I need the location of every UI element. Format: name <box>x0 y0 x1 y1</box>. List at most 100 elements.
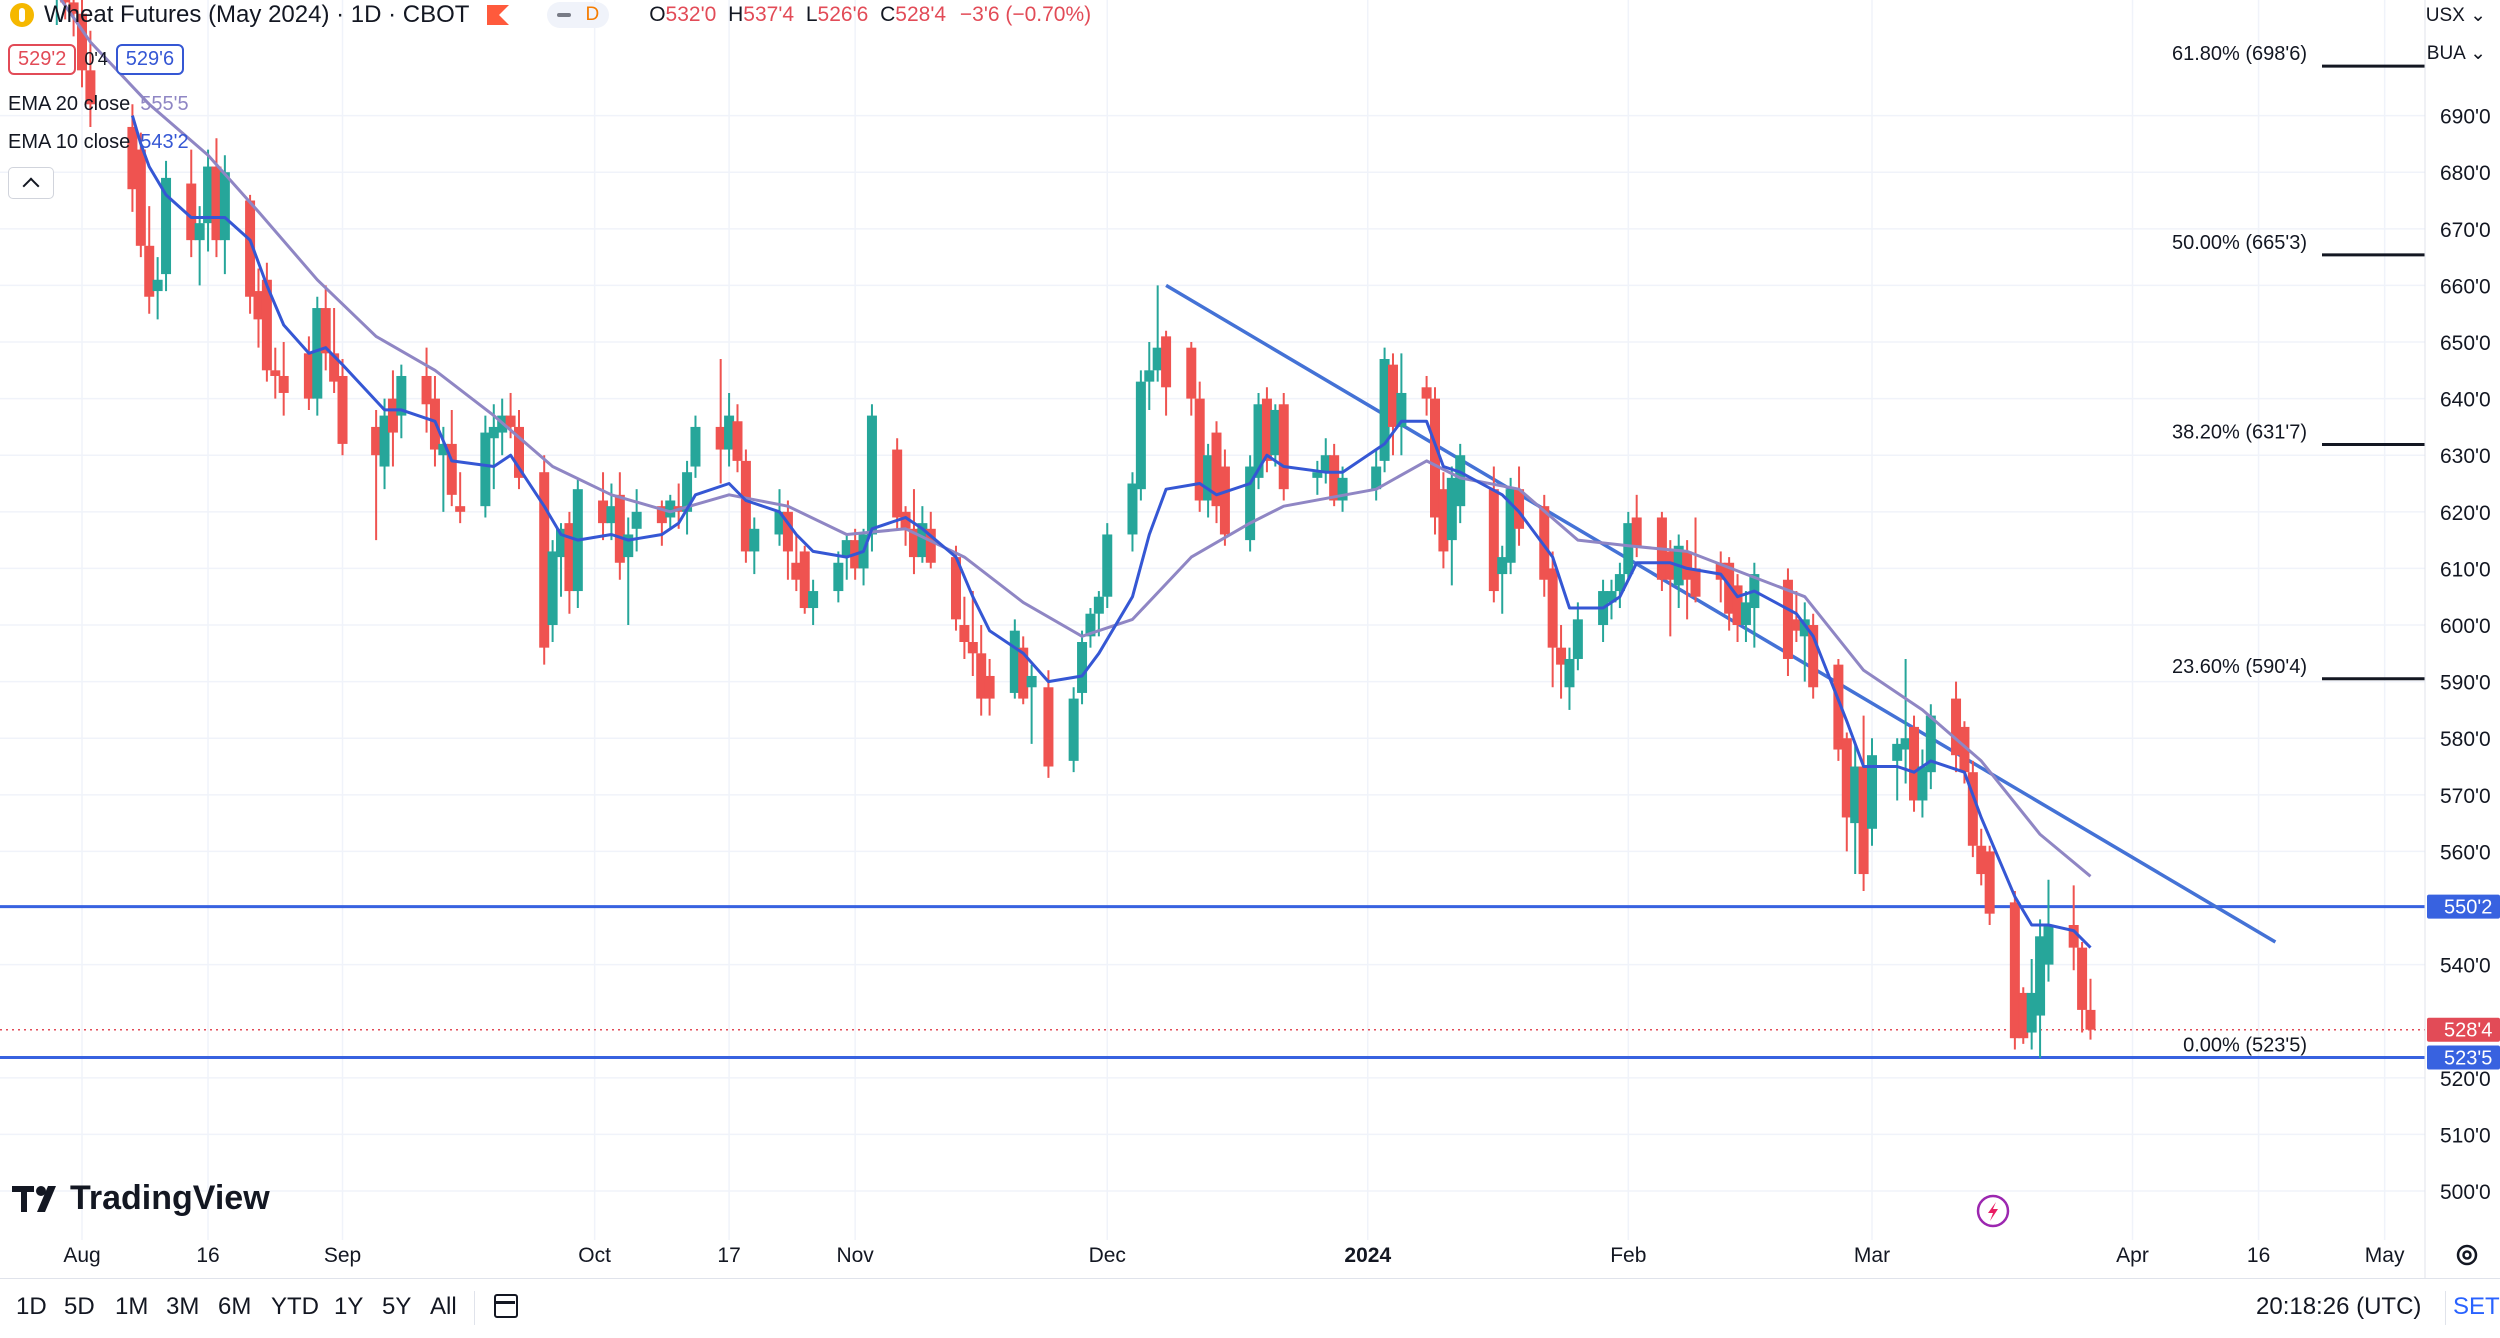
calendar-goto-icon[interactable] <box>494 1294 518 1318</box>
candle <box>261 262 272 382</box>
candle-body <box>682 472 693 512</box>
candle <box>1102 523 1113 609</box>
candle <box>1858 715 1869 892</box>
candle-body <box>253 291 264 320</box>
candle-body <box>1438 489 1449 552</box>
candle <box>2018 987 2029 1044</box>
open-value: 532'0 <box>665 3 717 26</box>
symbol-logo-icon[interactable] <box>10 3 34 27</box>
candle-body <box>152 279 163 292</box>
candle <box>1421 375 1432 416</box>
candle-body <box>1547 568 1558 648</box>
range-3m[interactable]: 3M <box>166 1293 200 1320</box>
range-1d[interactable]: 1D <box>16 1293 47 1320</box>
ema10-legend[interactable]: EMA 10 close 543'2 <box>8 131 189 154</box>
range-1y[interactable]: 1Y <box>334 1293 364 1320</box>
currency-selector[interactable]: USX ⌄ <box>2426 4 2486 27</box>
candle <box>1732 574 1743 642</box>
candle <box>1312 460 1323 495</box>
x-tick-label: Nov <box>836 1244 874 1267</box>
candle <box>1152 285 1163 382</box>
candle <box>455 472 466 524</box>
market-status-pill[interactable]: D <box>547 2 610 28</box>
candle <box>379 398 390 490</box>
candle <box>1068 687 1079 773</box>
x-tick-label: Dec <box>1089 1244 1126 1267</box>
candle-body <box>614 494 625 563</box>
candle <box>682 460 693 535</box>
settlement-toggle[interactable]: SET <box>2453 1293 2500 1320</box>
candle <box>144 206 155 314</box>
ema20-legend[interactable]: EMA 20 close 555'5 <box>8 93 189 116</box>
range-5y[interactable]: 5Y <box>382 1293 412 1320</box>
candle-body <box>1959 726 1970 773</box>
candle <box>1077 630 1088 705</box>
candle-body <box>337 375 348 444</box>
range-5d[interactable]: 5D <box>64 1293 95 1320</box>
price-tag-bg <box>2427 1017 2500 1042</box>
candle-body <box>1808 625 1819 688</box>
open-label: O <box>649 3 666 26</box>
candle-body <box>1329 455 1340 501</box>
candle <box>1026 664 1037 744</box>
flag-icon[interactable] <box>487 5 510 25</box>
x-tick-label: Feb <box>1610 1244 1646 1267</box>
y-tick-label: 600'0 <box>2440 615 2491 638</box>
candle-body <box>303 353 314 399</box>
candle-body <box>2085 1009 2096 1030</box>
range-ytd[interactable]: YTD <box>271 1293 319 1320</box>
candle-body <box>631 511 642 529</box>
candle <box>2035 919 2046 1059</box>
candle <box>917 506 928 563</box>
candle <box>1791 591 1802 642</box>
candle-body <box>908 528 919 558</box>
candle <box>513 409 524 490</box>
collapse-legend-button[interactable] <box>8 167 54 199</box>
high-label: H <box>728 3 744 26</box>
x-tick-label: Apr <box>2116 1244 2149 1267</box>
high-value: 537'4 <box>743 3 795 26</box>
unit-selector[interactable]: BUA ⌄ <box>2427 42 2486 65</box>
x-tick-label: 17 <box>717 1244 740 1267</box>
lightning-icon[interactable] <box>1976 1194 2010 1228</box>
candle-body <box>85 70 96 105</box>
settings-gear-icon[interactable] <box>2456 1244 2478 1266</box>
candle-body <box>724 415 735 450</box>
trendline-layer[interactable] <box>1165 283 2277 944</box>
candle-body <box>950 557 961 620</box>
symbol-title[interactable]: Wheat Futures (May 2024) · 1D · CBOT <box>44 1 470 28</box>
price-tag-label: 528'4 <box>2444 1020 2492 1042</box>
candle <box>2009 891 2020 1050</box>
price-axis[interactable]: 690'0 680'0 670'0 660'0 650'0 640'0 630'0 620'0… <box>2424 0 2491 1278</box>
candle-body <box>1278 404 1289 490</box>
candle <box>1556 625 1567 699</box>
candle <box>2026 958 2037 1050</box>
candle <box>2077 941 2088 1033</box>
y-tick-label: 640'0 <box>2440 389 2491 412</box>
candle <box>270 347 281 399</box>
candle <box>833 551 844 603</box>
candle-body <box>1152 347 1163 371</box>
time-axis[interactable]: Aug 16 Sep Oct 17 Nov Dec 2024 Feb Mar Apr 16 May <box>63 1244 2405 1267</box>
fib-level-label: 50.00% (665'3) <box>2172 232 2307 254</box>
candle <box>1396 353 1407 456</box>
candle-body <box>1446 477 1457 541</box>
ohlc-values: O532'0 H537'4 L526'6 C528'4 −3'6 (−0.70%… <box>649 3 1091 27</box>
range-1m[interactable]: 1M <box>115 1293 149 1320</box>
ema-lines <box>59 0 2092 949</box>
ema10-value: 543'2 <box>140 131 189 153</box>
candle <box>68 0 79 37</box>
buy-button[interactable]: 529'6 <box>115 44 185 75</box>
x-tick-label: 16 <box>196 1244 219 1267</box>
price-chart[interactable]: 61.80% (698'6) 50.00% (665'3) 38.20% (631'… <box>0 0 2500 1278</box>
candle-body <box>421 375 432 405</box>
spread-value: 0'4 <box>84 49 108 69</box>
trendline[interactable] <box>1165 283 2277 944</box>
candle <box>1505 477 1516 575</box>
candle <box>1203 443 1214 518</box>
clock-display[interactable]: 20:18:26 (UTC) <box>2256 1293 2422 1320</box>
range-all[interactable]: All <box>430 1293 457 1320</box>
candle <box>1379 347 1390 473</box>
sell-button[interactable]: 529'2 <box>8 44 77 75</box>
range-6m[interactable]: 6M <box>218 1293 252 1320</box>
